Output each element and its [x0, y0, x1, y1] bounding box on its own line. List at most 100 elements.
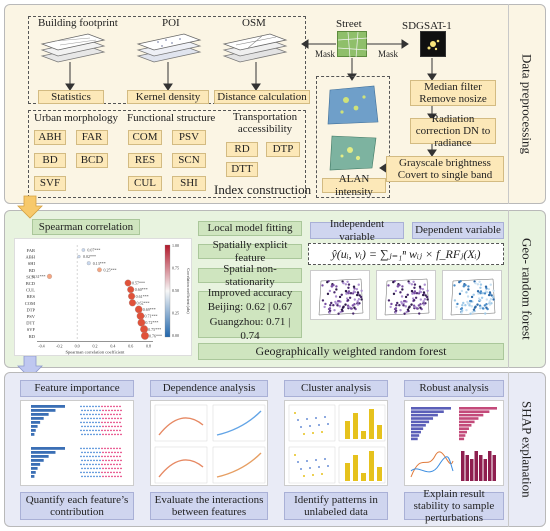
- map-point: [344, 290, 348, 293]
- robust-bar: [459, 417, 479, 420]
- beeswarm-dot: [80, 429, 82, 432]
- cluster-dot: [306, 460, 308, 462]
- beeswarm-dot: [81, 451, 83, 454]
- map-point: [406, 293, 409, 296]
- beeswarm-dot: [114, 451, 116, 454]
- map-point: [461, 303, 464, 307]
- spearman-var-label: BCD: [26, 281, 36, 286]
- robust-bar: [411, 413, 438, 417]
- beeswarm-dot: [83, 421, 85, 424]
- spearman-xlabel: Spearman correlation coefficient: [66, 349, 126, 354]
- importance-bar: [31, 459, 44, 462]
- spearman-value-label: 0.75***: [148, 327, 161, 332]
- map-point: [355, 287, 359, 291]
- dependence-subplot: [154, 446, 208, 484]
- beeswarm-dot: [105, 409, 107, 412]
- importance-bar: [31, 421, 41, 424]
- beeswarm-dot: [86, 421, 88, 424]
- beeswarm-dot: [114, 425, 116, 428]
- beeswarm-dot: [108, 417, 110, 420]
- beeswarm-dot: [86, 447, 88, 450]
- dependence-analysis-title: Dependence analysis: [150, 380, 268, 397]
- map-point: [425, 295, 429, 299]
- map-point: [357, 283, 360, 286]
- importance-bar: [31, 475, 35, 478]
- robust-violin-bar: [465, 455, 469, 481]
- beeswarm-dot: [107, 429, 109, 432]
- beeswarm-dot: [98, 447, 100, 450]
- beeswarm-dot: [83, 463, 85, 466]
- spearman-xtick: 0.0: [75, 343, 80, 348]
- index-construction-group: [28, 110, 306, 198]
- robust-bar: [411, 420, 430, 424]
- beeswarm-dot: [87, 417, 89, 420]
- beeswarm-dot: [105, 467, 107, 470]
- map-point: [333, 308, 336, 312]
- beeswarm-dot: [107, 455, 109, 458]
- spearman-point: [140, 325, 149, 334]
- spearman-value-label: 0.02***: [83, 254, 96, 259]
- robust-bar: [459, 410, 490, 413]
- beeswarm-dot: [107, 447, 109, 450]
- beeswarm-dot: [107, 405, 109, 408]
- beeswarm-dot: [102, 433, 104, 436]
- beeswarm-dot: [101, 455, 103, 458]
- map-point: [390, 302, 393, 306]
- spearman-var-label: RD: [29, 334, 36, 339]
- distance-calculation-box: Distance calculation: [214, 90, 310, 104]
- map-point: [335, 285, 338, 288]
- beeswarm-dot: [120, 459, 122, 462]
- index-psv: PSV: [172, 130, 206, 145]
- map-point: [479, 286, 482, 289]
- beeswarm-dot: [99, 417, 101, 420]
- map-point: [334, 295, 338, 298]
- spearman-var-label: DTP: [26, 307, 35, 312]
- beeswarm-dot: [102, 451, 104, 454]
- beeswarm-dot: [119, 413, 121, 416]
- beeswarm-dot: [99, 459, 101, 462]
- map-point: [336, 304, 339, 307]
- map-point: [355, 293, 359, 297]
- map-point: [394, 311, 397, 314]
- beeswarm-dot: [113, 463, 115, 466]
- map-point: [460, 309, 464, 312]
- robust-line: [410, 451, 454, 478]
- beeswarm-dot: [93, 475, 95, 478]
- map-point: [321, 299, 325, 302]
- beeswarm-dot: [101, 471, 103, 474]
- beeswarm-dot: [119, 429, 121, 432]
- beeswarm-dot: [98, 429, 100, 432]
- dependent-variable-box: Dependent variable: [412, 222, 504, 239]
- cluster-dot: [318, 424, 320, 426]
- beeswarm-dot: [92, 421, 94, 424]
- street-label: Street: [336, 18, 362, 30]
- dependence-curve: [216, 410, 262, 436]
- beeswarm-dot: [80, 455, 82, 458]
- spearman-var-label: SHI: [28, 261, 36, 266]
- importance-bar: [31, 429, 36, 432]
- index-construction-label: Index construction: [214, 182, 312, 197]
- beeswarm-dot: [107, 421, 109, 424]
- map-point: [478, 280, 481, 283]
- beeswarm-dot: [114, 433, 116, 436]
- beeswarm-dot: [111, 417, 113, 420]
- dependence-subplot: [154, 404, 208, 442]
- index-res: RES: [128, 153, 162, 168]
- beeswarm-dot: [87, 433, 89, 436]
- map-point: [328, 289, 332, 293]
- beeswarm-dot: [81, 475, 83, 478]
- colorbar-tick: 0.00: [172, 333, 179, 338]
- radiation-correction-step: Radiation correction DN to radiance: [410, 113, 496, 149]
- map-point: [453, 284, 456, 287]
- map-point: [324, 302, 327, 306]
- beeswarm-dot: [92, 447, 94, 450]
- map-point: [481, 291, 485, 295]
- cluster-bar: [377, 425, 382, 439]
- beeswarm-dot: [93, 459, 95, 462]
- spearman-var-label: SCN: [26, 274, 36, 279]
- beeswarm-dot: [104, 421, 106, 424]
- beeswarm-dot: [81, 433, 83, 436]
- map-point: [455, 305, 458, 309]
- map-point: [349, 291, 353, 295]
